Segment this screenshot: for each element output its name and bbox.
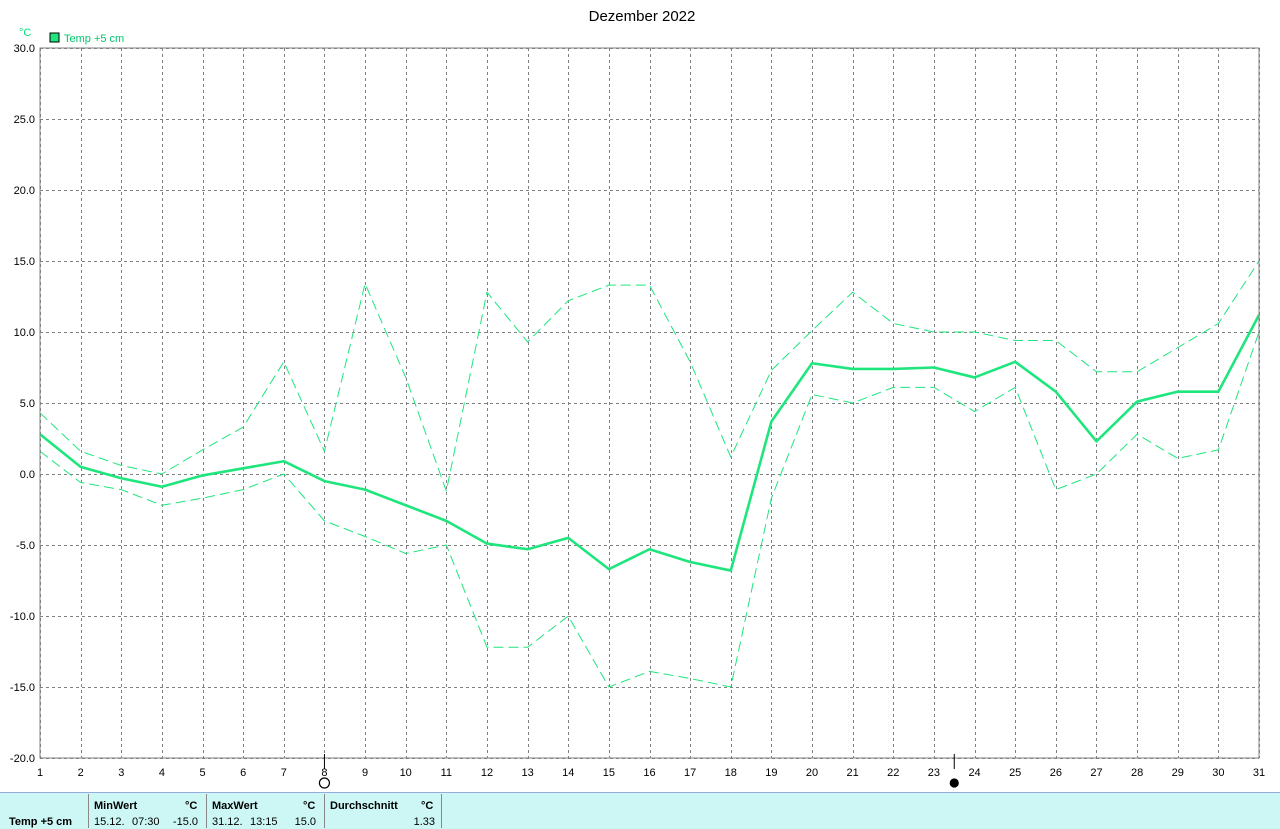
legend: Temp +5 cm (49, 32, 124, 45)
x-tick-label: 31 (1253, 767, 1265, 779)
legend-label: Temp +5 cm (64, 33, 124, 45)
x-tick-label: 27 (1090, 767, 1102, 779)
stats-max-cell: MaxWert °C 31.12. 13:15 15.0 (207, 793, 324, 829)
stats-separator (206, 794, 207, 828)
y-tick-label: 10.0 (14, 327, 35, 339)
statistics-bar: Temp +5 cm MinWert °C 15.12. 07:30 -15.0… (0, 792, 1280, 829)
min-header: MinWert (94, 800, 138, 812)
max-date: 31.12. (212, 816, 243, 828)
y-tick-label: 15.0 (14, 256, 35, 268)
stats-row-label-cell: Temp +5 cm (0, 793, 88, 829)
series-line-max (39, 260, 1260, 492)
x-tick-label: 15 (603, 767, 615, 779)
temperature-chart: Dezember 2022 °C Temp +5 cm 30.025.020.0… (10, 8, 1265, 789)
max-header: MaxWert (212, 800, 258, 812)
y-tick-label: -10.0 (10, 611, 35, 623)
min-date: 15.12. (94, 816, 125, 828)
x-tick-label: 3 (118, 767, 124, 779)
x-tick-label: 30 (1212, 767, 1224, 779)
y-axis: 30.0 25.0 20.0 15.0 10.0 5.0 0.0 -5.0 -10.0 -15.0… (10, 43, 35, 765)
avg-unit: °C (421, 800, 434, 812)
y-tick-label: -5.0 (16, 540, 35, 552)
max-value: 15.0 (294, 816, 316, 828)
x-tick-label: 14 (562, 767, 574, 779)
x-tick-label: 21 (847, 767, 859, 779)
x-tick-label: 12 (481, 767, 493, 779)
y-tick-label: 20.0 (14, 185, 35, 197)
legend-swatch (49, 32, 60, 43)
stats-avg-cell: Durchschnitt °C 1.33 (325, 793, 441, 829)
plot-frame (39, 47, 1260, 759)
x-tick-label: 9 (362, 767, 368, 779)
x-tick-label: 22 (887, 767, 899, 779)
x-tick-label: 18 (725, 767, 737, 779)
x-tick-label: 17 (684, 767, 696, 779)
x-tick-label: 23 (928, 767, 940, 779)
full-moon-icon (318, 777, 331, 789)
x-axis: 1 2 3 4 5 6 7 8 9 10 11 12 13 14 15 16 17 18 19 20 21 22 23 24 2… (37, 767, 1265, 779)
max-time: 13:15 (250, 816, 278, 828)
stats-separator (324, 794, 325, 828)
stats-separator (88, 794, 89, 828)
stats-min-cell: MinWert °C 15.12. 07:30 -15.0 (89, 793, 206, 829)
y-tick-label: 30.0 (14, 43, 35, 55)
stats-separator (441, 794, 442, 828)
x-tick-label: 7 (281, 767, 287, 779)
x-tick-label: 11 (441, 767, 452, 779)
y-tick-label: -20.0 (10, 753, 35, 765)
y-axis-unit-label: °C (19, 27, 31, 39)
x-tick-label: 24 (968, 767, 980, 779)
y-tick-label: -15.0 (10, 682, 35, 694)
moon-phase-markers (318, 754, 959, 789)
chart-title: Dezember 2022 (589, 8, 696, 25)
avg-header: Durchschnitt (330, 800, 398, 812)
x-tick-label: 26 (1050, 767, 1062, 779)
min-time: 07:30 (132, 816, 160, 828)
new-moon-icon (949, 778, 959, 788)
x-tick-label: 16 (643, 767, 655, 779)
min-unit: °C (185, 800, 198, 812)
max-unit: °C (303, 800, 316, 812)
x-tick-label: 10 (400, 767, 412, 779)
x-tick-label: 29 (1172, 767, 1184, 779)
x-tick-label: 5 (199, 767, 205, 779)
x-tick-label: 20 (806, 767, 818, 779)
series-layer (39, 260, 1261, 688)
y-tick-label: 0.0 (20, 469, 35, 481)
series-line-min (39, 331, 1260, 688)
x-tick-label: 1 (37, 767, 43, 779)
x-tick-label: 2 (78, 767, 84, 779)
x-tick-label: 6 (240, 767, 246, 779)
min-value: -15.0 (172, 816, 198, 828)
x-tick-label: 8 (321, 767, 327, 779)
stats-row-label: Temp +5 cm (9, 816, 73, 828)
grid (40, 48, 1260, 759)
x-tick-label: 4 (159, 767, 165, 779)
x-tick-label: 19 (765, 767, 777, 779)
series-line-mean (39, 314, 1261, 572)
x-tick-label: 28 (1131, 767, 1143, 779)
y-tick-label: 25.0 (14, 114, 35, 126)
x-tick-label: 25 (1009, 767, 1021, 779)
y-tick-label: 5.0 (20, 398, 35, 410)
avg-value: 1.33 (413, 816, 435, 828)
x-tick-label: 13 (521, 767, 533, 779)
